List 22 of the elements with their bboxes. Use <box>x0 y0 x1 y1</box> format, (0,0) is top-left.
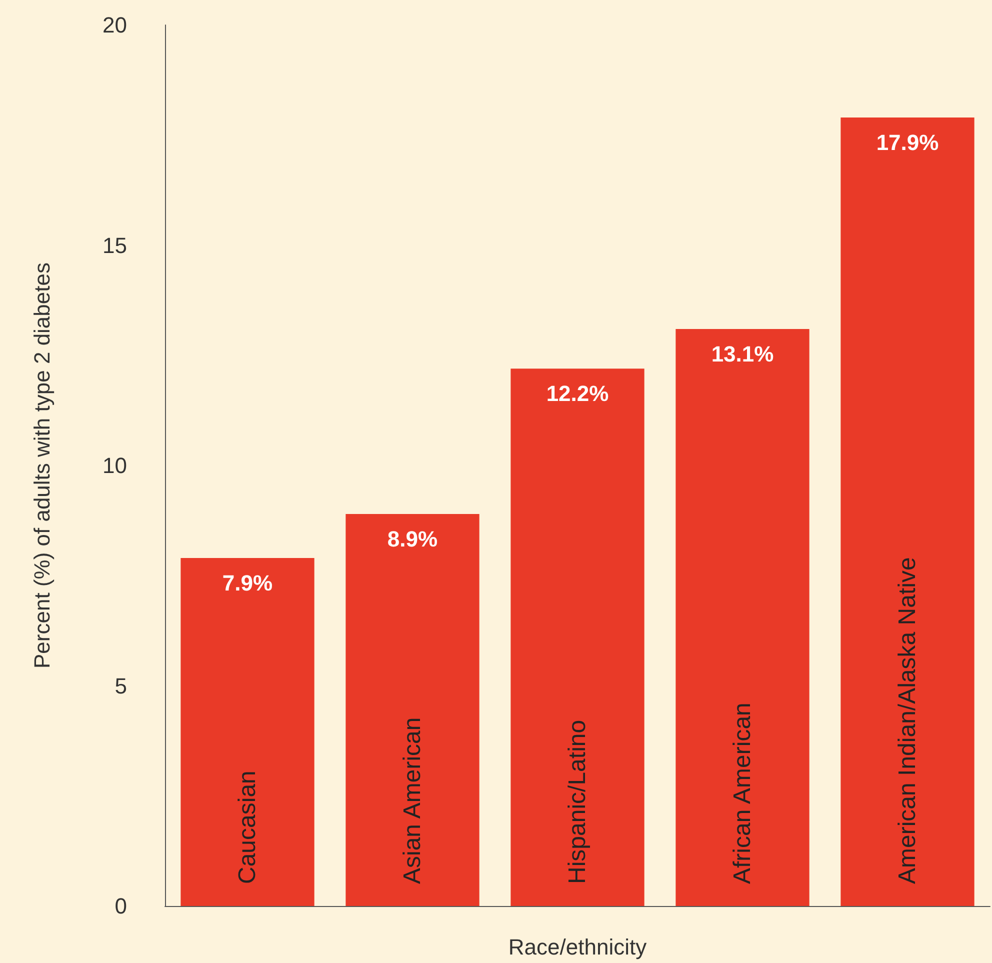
data-label: 7.9% <box>222 570 273 596</box>
data-label: 17.9% <box>876 130 939 156</box>
bar <box>180 558 314 906</box>
data-label: 8.9% <box>387 526 438 552</box>
y-tick-label: 10 <box>102 453 127 478</box>
bar <box>676 328 810 906</box>
x-tick-label: Caucasian <box>234 770 261 884</box>
x-tick-label: Hispanic/Latino <box>564 720 591 884</box>
bar <box>510 368 644 906</box>
x-tick-label: Asian American <box>399 717 426 884</box>
x-axis-title: Race/ethnicity <box>508 934 647 960</box>
data-label: 13.1% <box>711 341 774 366</box>
y-tick-label: 0 <box>114 894 127 918</box>
y-tick-label: 5 <box>114 673 127 698</box>
x-tick-label: American Indian/Alaska Native <box>894 557 921 884</box>
data-label: 12.2% <box>546 381 609 406</box>
bar <box>840 118 974 906</box>
y-tick-label: 15 <box>102 232 127 258</box>
y-tick-label: 20 <box>102 12 127 38</box>
y-axis-title: Percent (%) of adults with type 2 diabetes <box>30 262 54 668</box>
bar <box>346 514 480 906</box>
x-tick-label: African American <box>729 702 756 884</box>
